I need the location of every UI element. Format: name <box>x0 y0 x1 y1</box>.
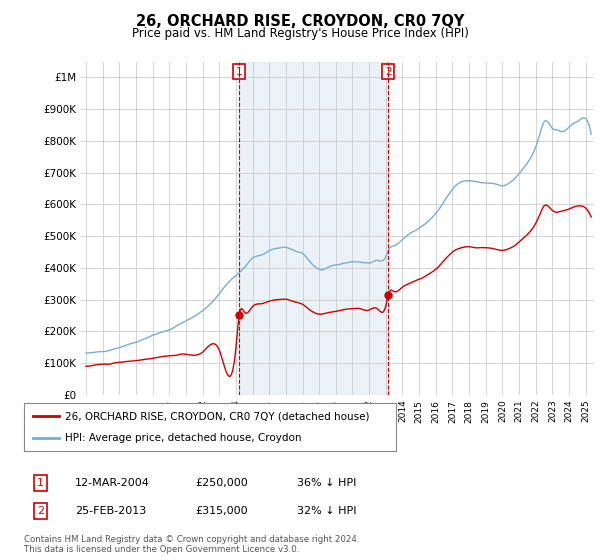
Text: Price paid vs. HM Land Registry's House Price Index (HPI): Price paid vs. HM Land Registry's House … <box>131 27 469 40</box>
Text: 2: 2 <box>385 67 392 77</box>
Text: 2: 2 <box>37 506 44 516</box>
Text: 1: 1 <box>236 67 242 77</box>
Text: HPI: Average price, detached house, Croydon: HPI: Average price, detached house, Croy… <box>65 433 301 443</box>
Text: 25-FEB-2013: 25-FEB-2013 <box>75 506 146 516</box>
Text: This data is licensed under the Open Government Licence v3.0.: This data is licensed under the Open Gov… <box>24 545 299 554</box>
Text: Contains HM Land Registry data © Crown copyright and database right 2024.: Contains HM Land Registry data © Crown c… <box>24 535 359 544</box>
Text: 12-MAR-2004: 12-MAR-2004 <box>75 478 150 488</box>
Text: £250,000: £250,000 <box>195 478 248 488</box>
Text: 26, ORCHARD RISE, CROYDON, CR0 7QY (detached house): 26, ORCHARD RISE, CROYDON, CR0 7QY (deta… <box>65 411 370 421</box>
Text: 26, ORCHARD RISE, CROYDON, CR0 7QY: 26, ORCHARD RISE, CROYDON, CR0 7QY <box>136 14 464 29</box>
Text: 36% ↓ HPI: 36% ↓ HPI <box>297 478 356 488</box>
Bar <box>239 62 388 395</box>
Text: 1: 1 <box>37 478 44 488</box>
Text: £315,000: £315,000 <box>195 506 248 516</box>
Text: 32% ↓ HPI: 32% ↓ HPI <box>297 506 356 516</box>
